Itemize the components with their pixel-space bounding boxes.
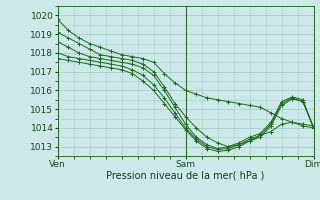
X-axis label: Pression niveau de la mer( hPa ): Pression niveau de la mer( hPa ) <box>107 171 265 181</box>
